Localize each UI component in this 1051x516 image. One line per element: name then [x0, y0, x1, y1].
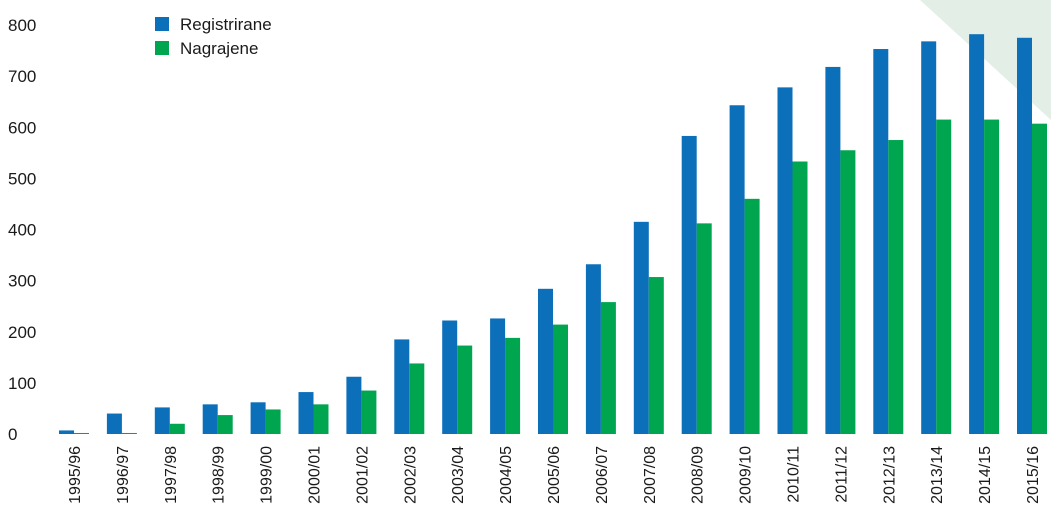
x-tick-label: 2010/11 — [786, 446, 803, 503]
bar-registrirane-2007-08 — [633, 221, 649, 434]
y-tick-label: 700 — [8, 67, 36, 86]
bar-nagrajene-2014-15 — [984, 119, 1000, 435]
bar-registrirane-2001-02 — [346, 376, 362, 434]
bar-registrirane-2006-07 — [585, 264, 601, 434]
legend: Registrirane Nagrajene — [155, 15, 272, 58]
x-tick-label: 2011/12 — [833, 446, 850, 503]
bar-nagrajene-2003-04 — [457, 345, 473, 434]
bar-nagrajene-2004-05 — [505, 337, 521, 434]
bar-nagrajene-2006-07 — [600, 302, 616, 434]
bar-registrirane-2015-16 — [1017, 37, 1032, 434]
x-tick-label: 2012/13 — [881, 446, 898, 504]
bar-nagrajene-2001-02 — [361, 390, 377, 434]
x-tick-label: 2009/10 — [738, 446, 755, 504]
x-tick-label: 1997/98 — [163, 446, 180, 504]
bar-registrirane-2004-05 — [490, 318, 506, 434]
bar-nagrajene-2000-01 — [313, 404, 329, 434]
x-tick-label: 1998/99 — [211, 446, 228, 504]
bar-registrirane-2008-09 — [681, 135, 697, 434]
bar-registrirane-2011-12 — [825, 66, 841, 435]
x-tick-label: 2007/08 — [642, 446, 659, 504]
bar-registrirane-1999-00 — [250, 402, 266, 434]
y-tick-label: 400 — [8, 221, 36, 240]
y-tick-label: 200 — [8, 323, 36, 342]
bar-registrirane-2012-13 — [873, 49, 889, 435]
x-tick-label: 1996/97 — [115, 446, 132, 504]
bar-registrirane-2013-14 — [921, 41, 937, 435]
bar-registrirane-2005-06 — [538, 288, 553, 434]
x-tick-label: 2013/14 — [929, 446, 946, 504]
y-tick-label: 500 — [8, 169, 36, 188]
x-tick-label: 2001/02 — [354, 446, 371, 504]
x-tick-label: 2005/06 — [546, 446, 563, 504]
x-tick-label: 2000/01 — [307, 446, 324, 504]
x-tick-label: 2002/03 — [402, 446, 419, 504]
bar-registrirane-1997-98 — [154, 407, 170, 434]
x-tick-label: 2015/16 — [1025, 446, 1042, 504]
bar-nagrajene-2005-06 — [553, 324, 568, 434]
bar-nagrajene-2010-11 — [792, 161, 808, 434]
bar-nagrajene-2008-09 — [696, 223, 712, 434]
legend-label-nagrajene: Nagrajene — [180, 39, 258, 58]
bars-group — [59, 34, 1047, 435]
bar-registrirane-2014-15 — [969, 34, 985, 434]
bar-nagrajene-2015-16 — [1032, 123, 1047, 434]
bar-nagrajene-1997-98 — [169, 423, 185, 434]
legend-label-registrirane: Registrirane — [180, 15, 272, 34]
bar-registrirane-2003-04 — [442, 320, 458, 434]
y-tick-label: 800 — [8, 16, 36, 35]
bar-nagrajene-1999-00 — [265, 409, 281, 434]
y-tick-label: 0 — [8, 425, 17, 444]
bar-nagrajene-1995-96 — [74, 432, 89, 434]
x-tick-label: 2004/05 — [498, 446, 515, 504]
legend-swatch-nagrajene — [155, 41, 169, 55]
bar-registrirane-1996-97 — [106, 413, 122, 434]
bar-registrirane-1998-99 — [202, 404, 218, 434]
bar-nagrajene-2007-08 — [648, 277, 664, 434]
y-axis-ticks: 0 100 200 300 400 500 600 700 800 — [8, 16, 36, 444]
x-tick-label: 2008/09 — [690, 446, 707, 504]
bar-registrirane-2009-10 — [729, 105, 745, 435]
x-axis-ticks: 1995/96 1996/97 1997/98 1998/99 1999/00 2000/… — [67, 446, 1042, 504]
bar-nagrajene-2009-10 — [744, 198, 760, 434]
legend-swatch-registrirane — [155, 17, 169, 31]
y-tick-label: 600 — [8, 118, 36, 137]
bar-registrirane-2000-01 — [298, 392, 314, 434]
x-tick-label: 2006/07 — [594, 446, 611, 504]
bar-nagrajene-1996-97 — [121, 432, 137, 434]
x-tick-label: 2014/15 — [977, 446, 994, 504]
bar-nagrajene-2011-12 — [840, 150, 856, 434]
bar-nagrajene-2012-13 — [888, 140, 904, 434]
bar-registrirane-2002-03 — [394, 339, 410, 434]
x-tick-label: 1999/00 — [259, 446, 276, 504]
y-tick-label: 300 — [8, 272, 36, 291]
bar-registrirane-1995-96 — [59, 430, 74, 434]
bar-nagrajene-1998-99 — [217, 415, 233, 434]
bar-nagrajene-2002-03 — [409, 363, 425, 434]
y-tick-label: 100 — [8, 374, 36, 393]
bar-registrirane-2010-11 — [777, 87, 793, 434]
x-tick-label: 1995/96 — [67, 446, 84, 504]
x-tick-label: 2003/04 — [450, 446, 467, 504]
bar-nagrajene-2013-14 — [936, 119, 952, 435]
